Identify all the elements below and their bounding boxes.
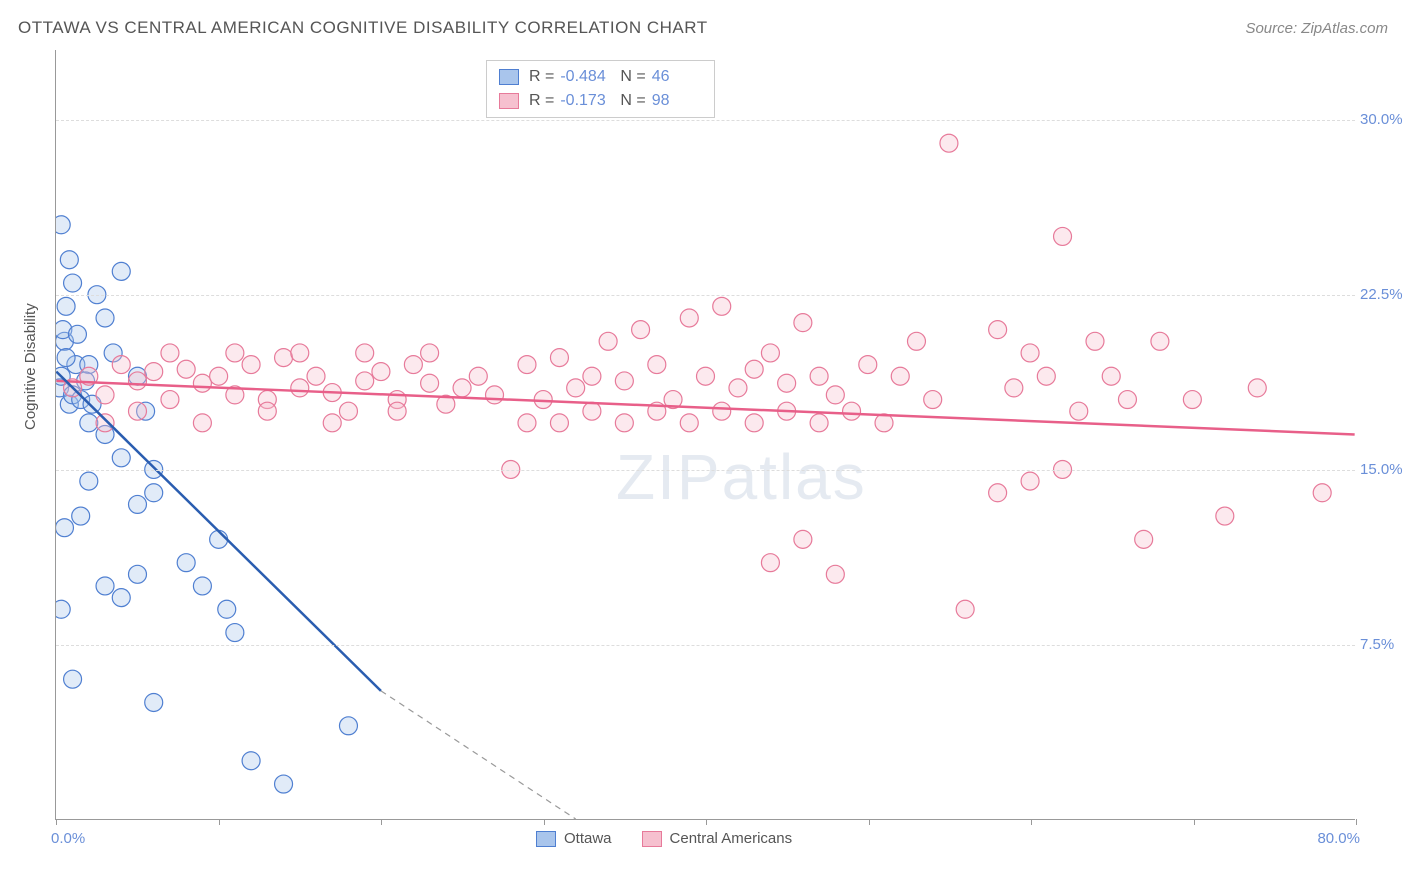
x-tick-mark xyxy=(219,819,220,825)
r-label-2: R = xyxy=(529,89,554,113)
plot-svg xyxy=(56,50,1355,819)
y-tick-label: 22.5% xyxy=(1360,286,1406,303)
x-tick-mark xyxy=(544,819,545,825)
legend-item-ottawa: Ottawa xyxy=(536,830,612,847)
gridline-h xyxy=(56,295,1355,296)
r-label-1: R = xyxy=(529,65,554,89)
n-val-2: 98 xyxy=(652,89,702,113)
x-tick-mark xyxy=(1356,819,1357,825)
x-tick-mark xyxy=(869,819,870,825)
legend-label-central: Central Americans xyxy=(670,830,793,847)
swatch-pink xyxy=(499,93,519,109)
legend-row-2: R = -0.173 N = 98 xyxy=(499,89,702,113)
swatch-blue xyxy=(499,69,519,85)
bottom-legend: Ottawa Central Americans xyxy=(536,830,792,847)
x-tick-mark xyxy=(706,819,707,825)
stats-legend: R = -0.484 N = 46 R = -0.173 N = 98 xyxy=(486,60,715,118)
n-val-1: 46 xyxy=(652,65,702,89)
x-max-label: 80.0% xyxy=(1317,830,1360,847)
r-val-2: -0.173 xyxy=(560,89,610,113)
r-val-1: -0.484 xyxy=(560,65,610,89)
x-tick-mark xyxy=(1194,819,1195,825)
source-label: Source: ZipAtlas.com xyxy=(1245,20,1388,37)
y-tick-label: 7.5% xyxy=(1360,636,1406,653)
swatch-blue-icon xyxy=(536,831,556,847)
gridline-h xyxy=(56,645,1355,646)
watermark: ZIPatlas xyxy=(616,440,867,514)
legend-row-1: R = -0.484 N = 46 xyxy=(499,65,702,89)
swatch-pink-icon xyxy=(642,831,662,847)
x-tick-mark xyxy=(56,819,57,825)
x-tick-mark xyxy=(381,819,382,825)
legend-label-ottawa: Ottawa xyxy=(564,830,612,847)
gridline-h xyxy=(56,470,1355,471)
gridline-h xyxy=(56,120,1355,121)
y-tick-label: 15.0% xyxy=(1360,461,1406,478)
n-label-2: N = xyxy=(620,89,645,113)
chart-area: ZIPatlas R = -0.484 N = 46 R = -0.173 N … xyxy=(55,50,1355,820)
n-label-1: N = xyxy=(620,65,645,89)
y-tick-label: 30.0% xyxy=(1360,111,1406,128)
legend-item-central: Central Americans xyxy=(642,830,793,847)
x-tick-mark xyxy=(1031,819,1032,825)
y-axis-label: Cognitive Disability xyxy=(22,303,39,430)
chart-title: OTTAWA VS CENTRAL AMERICAN COGNITIVE DIS… xyxy=(18,18,708,38)
x-min-label: 0.0% xyxy=(51,830,85,847)
